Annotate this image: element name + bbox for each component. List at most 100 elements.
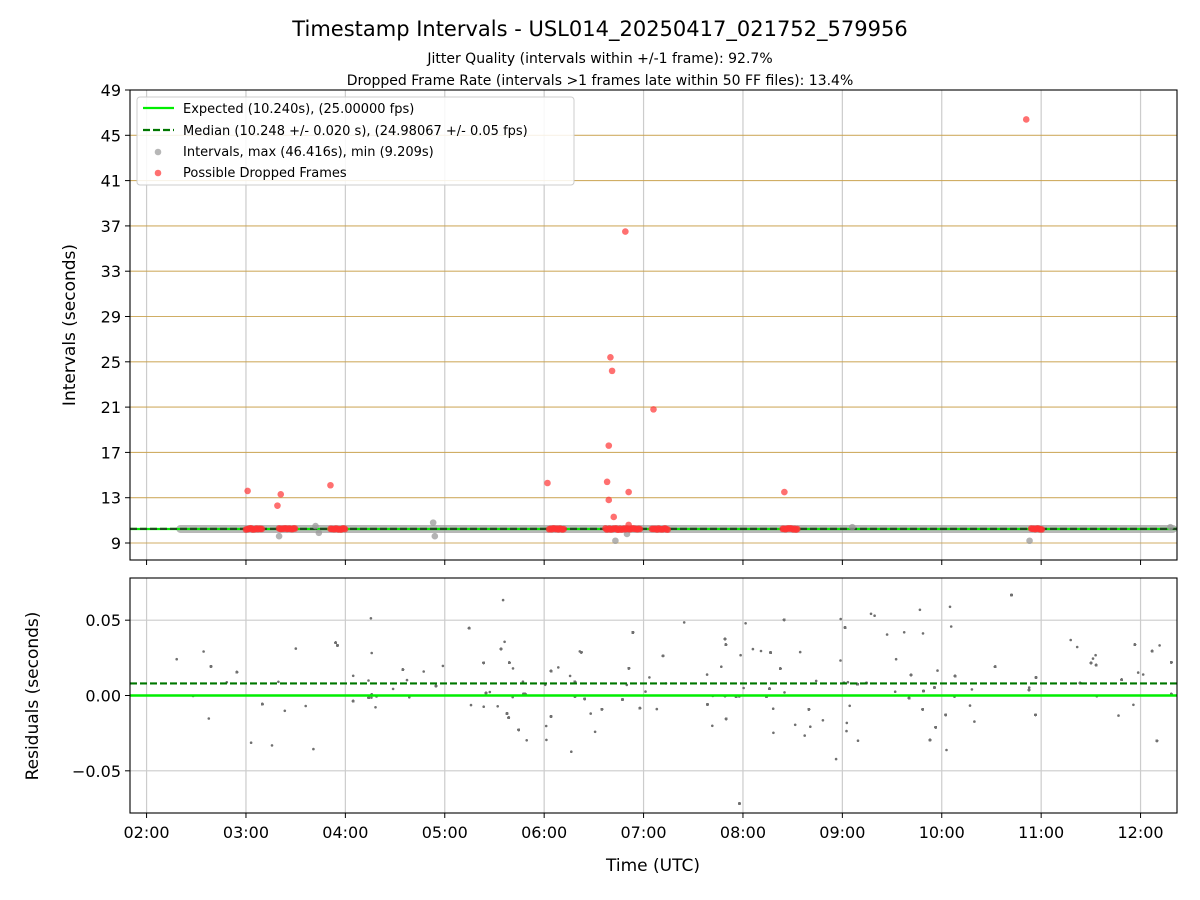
legend-median: Median (10.248 +/- 0.020 s), (24.98067 +… [183,124,528,139]
bottom-y-tick-label: 0.05 [85,611,121,630]
residual-point [391,687,395,691]
residual-point [507,716,511,719]
residual-point [742,686,745,690]
residual-point [843,626,847,629]
residual-point [304,704,308,708]
residual-point [902,631,906,634]
interval-point [1026,537,1033,545]
residual-point [772,731,775,735]
residual-point [807,708,811,711]
residual-point [814,679,818,683]
residual-point [517,728,520,732]
residual-point [1094,653,1097,657]
residual-point [893,690,897,693]
dropped-point [625,488,632,496]
residual-point [235,670,239,674]
residual-point [175,657,178,661]
residual-point [769,651,772,654]
residual-point [638,706,642,710]
dropped-point [605,496,613,504]
intervals-y-ticks: 9 13 17 21 25 29 33 37 41 45 49 [101,81,130,553]
top-y-tick-label: 33 [101,262,121,281]
residual-point [202,650,205,653]
intervals-y-label: Intervals (seconds) [60,244,80,406]
intervals-panel: 9 13 17 21 25 29 33 37 41 45 49 Intervals (seconds… [60,81,1178,565]
residual-point [294,647,298,650]
interval-point [1167,523,1174,531]
top-y-tick-label: 29 [101,308,121,327]
chart-title: Timestamp Intervals - USL014_20250417_02… [291,17,907,42]
top-y-tick-label: 9 [111,534,121,553]
bottom-y-tick-label: 0.00 [85,687,121,706]
residual-point [580,651,583,654]
residual-point [467,626,471,630]
residual-point [845,721,849,725]
residual-point [848,704,851,708]
residual-point [496,705,500,708]
residual-point [277,680,280,684]
x-tick-label: 06:00 [521,823,567,842]
residual-point [369,617,373,620]
residual-point [1094,663,1098,667]
interval-point [429,519,437,526]
residual-point [661,654,665,658]
residual-point [544,724,548,728]
residual-point [834,757,838,761]
residual-point [779,667,782,670]
dropped-cluster-point [636,525,644,533]
residual-point [869,612,873,616]
residual-point [351,699,355,703]
residual-point [921,708,924,711]
interval-point [848,523,856,531]
x-tick-label: 05:00 [422,823,468,842]
residual-point [783,691,786,694]
residual-point [1133,643,1137,646]
residual-point [312,747,315,751]
top-y-tick-label: 37 [101,217,121,236]
residual-point [503,640,506,644]
dropped-point [277,491,285,498]
dropped-point [244,487,251,495]
residual-point [751,647,755,651]
residual-point [1170,661,1173,664]
interval-point [315,529,323,537]
residual-point [557,666,560,669]
residual-point [525,739,528,742]
dropped-cluster-point [664,526,672,533]
x-tick-label: 07:00 [621,823,667,842]
residual-point [1069,638,1072,642]
residual-point [593,730,597,734]
residual-point [631,631,635,634]
interval-point [431,532,439,540]
residual-point [570,750,573,753]
residual-point [723,637,727,641]
chart-subtitle-jitter: Jitter Quality (intervals within +/-1 fr… [426,51,772,67]
legend: Expected (10.240s), (25.00000 fps) Media… [136,96,575,186]
residual-point [549,669,553,673]
residual-point [583,697,586,701]
residual-point [711,724,714,728]
residual-point [261,702,264,706]
residuals-x-ticks: 02:00 03:00 04:00 05:00 06:00 07:00 08:00 09:00… [124,813,1164,842]
residual-point [511,667,515,670]
top-y-tick-label: 49 [101,81,121,100]
residual-point [738,802,741,805]
residual-point [1075,645,1079,649]
residual-point [1155,739,1159,743]
dropped-point [781,488,788,496]
dropped-cluster-point [793,525,801,533]
residual-point [793,723,797,727]
dropped-cluster-point [1038,526,1046,533]
residual-point [970,688,974,691]
x-tick-label: 09:00 [819,823,865,842]
residual-point [739,653,742,657]
residual-point [351,674,355,678]
residuals-panel: 0.050.00−0.05 02:00 03:00 04:00 05:00 06:00 0… [23,577,1178,876]
residual-point [488,690,492,694]
residual-point [405,678,409,682]
legend-dropped: Possible Dropped Frames [183,166,347,181]
residual-point [839,617,842,621]
residual-point [367,679,370,682]
